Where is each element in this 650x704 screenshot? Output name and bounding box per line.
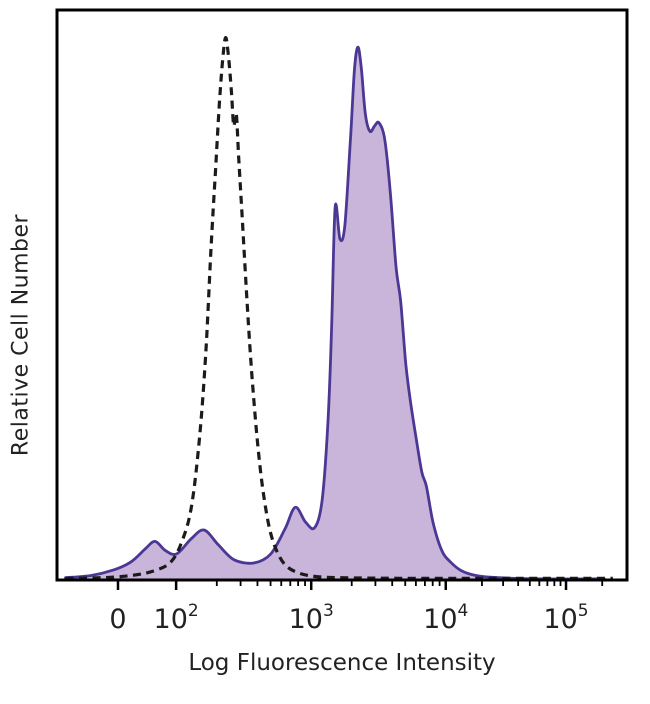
- x-tick-label: 104: [423, 601, 468, 635]
- x-axis-label: Log Fluorescence Intensity: [188, 650, 496, 676]
- plot-border: [55, 8, 629, 582]
- x-tick-label: 102: [154, 601, 199, 635]
- x-tick-labels: 0 102 103 104 105: [109, 601, 588, 635]
- x-tick-label: 103: [289, 601, 334, 635]
- x-tick-label: 0: [109, 604, 126, 635]
- control-curve: [65, 35, 613, 580]
- sample-curve: [64, 45, 606, 582]
- x-tick-label: 105: [543, 601, 588, 635]
- x-axis-ticks: [116, 580, 604, 590]
